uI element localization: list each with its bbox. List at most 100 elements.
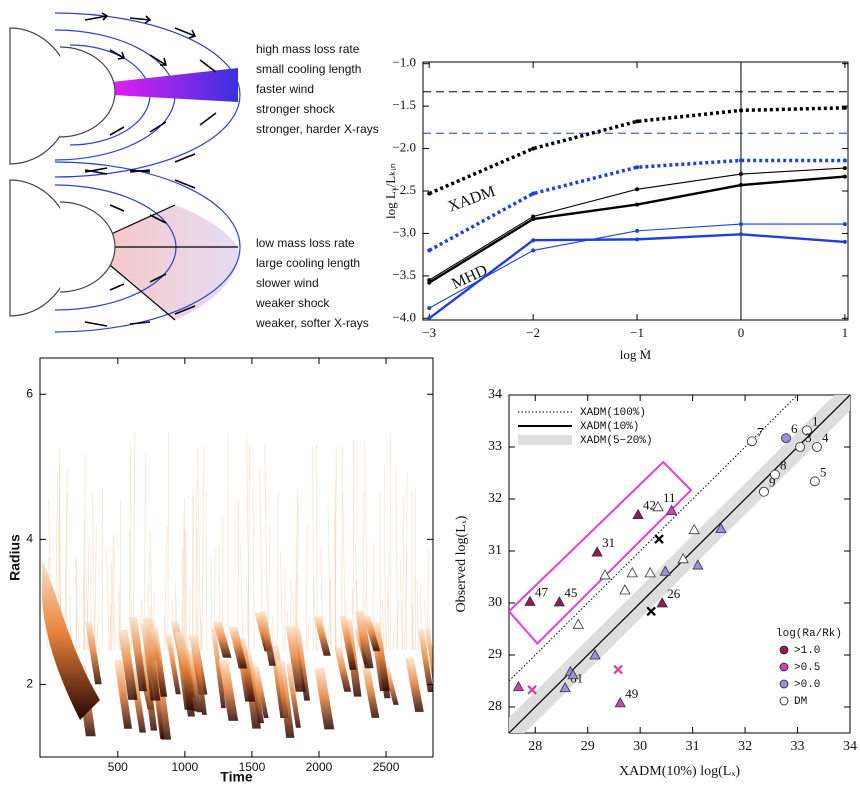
heat-wisp: [294, 489, 299, 651]
data-point: [559, 681, 571, 693]
diagram-top: [9, 12, 241, 178]
data-point: [599, 569, 611, 580]
x-tick-label: 30: [633, 739, 647, 754]
x-tick-label: 2500: [373, 760, 400, 774]
data-point: [812, 442, 822, 452]
data-point: [759, 486, 769, 497]
heat-wisp: [412, 577, 415, 651]
point-label: 1: [812, 413, 819, 428]
y-tick-label: 28: [488, 699, 502, 714]
heat-wisp: [246, 433, 250, 651]
heat-wisp: [110, 561, 113, 651]
data-point: [646, 606, 656, 617]
data-point: [659, 565, 672, 576]
heat-wisp: [201, 446, 205, 651]
heat-streak: [129, 617, 147, 692]
x-axis-label: log Ṁ: [620, 347, 652, 362]
data-point: [619, 584, 631, 595]
heat-wisp: [327, 505, 332, 651]
x-tick-label: 2000: [306, 760, 333, 774]
data-point: [781, 433, 791, 444]
data-point: [427, 248, 432, 253]
heat-wisp: [64, 468, 68, 651]
heat-wisp: [335, 447, 337, 651]
data-point: [531, 191, 536, 196]
x-tick-label: −1: [630, 325, 644, 340]
y-tick-label: 32: [488, 491, 502, 506]
heat-streak: [425, 628, 433, 684]
point-label: 4: [822, 430, 829, 445]
heat-wisp: [313, 582, 317, 651]
legend-label: XADM(10%): [580, 421, 639, 433]
diagram-note: stronger shock: [256, 102, 336, 116]
heat-wisp: [129, 444, 132, 651]
data-point: [635, 237, 640, 242]
data-point: [632, 508, 644, 519]
heat-streak: [276, 660, 295, 738]
heat-wisp: [184, 528, 187, 651]
heat-wisp: [387, 550, 390, 651]
outer-shell: [54, 12, 241, 178]
heat-streak: [165, 635, 181, 695]
legend-swatch: [779, 645, 789, 655]
y-tick-label: −3.5: [392, 267, 416, 282]
series-line: [428, 233, 845, 320]
diagram-note: weaker shock: [255, 296, 330, 310]
heat-streak: [228, 626, 248, 669]
heat-wisp: [396, 599, 399, 651]
y-tick-label: −1.0: [392, 55, 416, 70]
data-point: [842, 222, 847, 227]
y-axis-label: log Lₓ/Lₖᵢₙ: [383, 163, 398, 219]
plot-frame: [422, 61, 849, 321]
legend-models: XADM(100%) XADM(10%) XADM(5−20%): [518, 407, 653, 447]
heat-wisp: [334, 513, 337, 651]
heat-streak: [253, 666, 269, 719]
heat-wisp: [192, 497, 194, 651]
data-point: [531, 238, 536, 243]
x-tick-label: 1500: [239, 760, 266, 774]
series-line: [428, 158, 845, 252]
heat-wisp: [76, 610, 80, 651]
y-tick-label: 29: [488, 647, 502, 662]
heat-wisp: [424, 601, 428, 651]
heat-streak: [405, 657, 424, 712]
data-point: [842, 166, 847, 171]
plot-frame: [508, 394, 851, 734]
wind-arrows: [84, 167, 196, 327]
chart-line: −3 −2 −1 0 1 −4.0 −3.5 −3.0 −2.5 −2.0 −1.5 −1.0 log …: [383, 55, 849, 362]
heat-wisp: [205, 491, 208, 651]
heat-wisp: [94, 525, 97, 651]
heat-wisp: [402, 497, 405, 651]
legend-swatch: [518, 435, 572, 445]
data-point: [842, 239, 847, 244]
data-point: [567, 668, 579, 680]
point-label: 7: [757, 424, 764, 439]
legend-label: XADM(100%): [580, 407, 646, 419]
shock-wedge: [112, 68, 238, 102]
heat-streak: [118, 629, 138, 700]
diagram-note: stronger, harder X-rays: [256, 122, 379, 136]
annotation: XADM: [446, 183, 498, 216]
heat-streak: [285, 626, 306, 692]
data-point: [512, 680, 525, 692]
data-point: [738, 232, 743, 237]
data-point: [738, 183, 743, 188]
heat-wisp: [364, 442, 368, 651]
heat-streak: [114, 659, 133, 729]
heat-wisp: [316, 445, 318, 651]
heat-streak: [150, 627, 168, 697]
heat-wisp: [392, 624, 395, 651]
heat-wisp: [385, 593, 389, 651]
point-label: 42: [643, 498, 656, 513]
x-tick-label: 33: [791, 739, 805, 754]
model-line: [509, 395, 799, 682]
y-tick-label: −2.5: [392, 182, 416, 197]
y-tick-label: 2: [26, 677, 33, 691]
heat-wisp: [114, 604, 116, 651]
data-point: [770, 469, 780, 480]
x-axis-label: XADM(10%) log(Lₓ): [619, 764, 740, 779]
y-tick-label: 30: [488, 595, 502, 610]
model-line: [509, 395, 850, 733]
x-tick-label: 0: [738, 325, 745, 340]
legend-label: >0.5: [794, 662, 820, 674]
